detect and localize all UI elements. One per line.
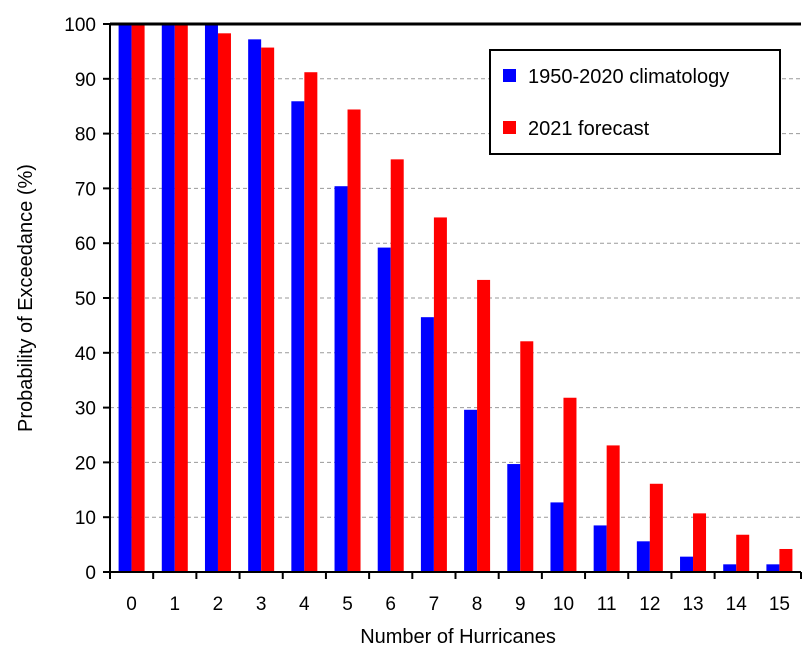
- y-tick-label: 100: [64, 15, 96, 36]
- legend-swatch-forecast: [503, 121, 516, 134]
- bar-climatology-6: [377, 247, 391, 573]
- bar-climatology-15: [766, 564, 780, 572]
- bar-forecast-4: [304, 72, 318, 572]
- bar-climatology-5: [334, 186, 348, 572]
- x-tick-label: 10: [553, 594, 574, 615]
- bar-forecast-10: [563, 397, 577, 572]
- bar-forecast-9: [520, 341, 534, 572]
- legend-label-forecast: 2021 forecast: [528, 118, 650, 140]
- bar-climatology-0: [118, 24, 132, 572]
- y-tick-label: 10: [75, 508, 96, 529]
- x-tick-label: 1: [169, 594, 180, 615]
- bar-forecast-12: [649, 483, 663, 572]
- bar-forecast-14: [736, 534, 750, 572]
- y-tick-label: 30: [75, 399, 96, 420]
- y-axis-label: Probability of Exceedance (%): [15, 164, 37, 432]
- bar-forecast-3: [261, 47, 275, 572]
- bar-climatology-13: [680, 556, 694, 572]
- bar-climatology-11: [593, 525, 607, 572]
- bar-climatology-7: [420, 317, 434, 572]
- x-tick-label: 14: [726, 594, 748, 615]
- x-tick-label: 0: [126, 594, 137, 615]
- bar-climatology-1: [161, 24, 175, 572]
- axes: [103, 22, 802, 579]
- legend-box: [489, 49, 781, 155]
- bar-forecast-0: [131, 24, 145, 572]
- bar-forecast-8: [477, 279, 491, 572]
- y-tick-label: 90: [75, 70, 96, 91]
- bar-forecast-15: [779, 548, 793, 572]
- y-tick-label: 40: [75, 344, 96, 365]
- bar-climatology-12: [636, 541, 650, 572]
- x-tick-label: 4: [299, 594, 310, 615]
- x-tick-label: 12: [639, 594, 660, 615]
- y-tick-label: 50: [75, 289, 96, 310]
- bar-climatology-4: [291, 101, 305, 572]
- bar-climatology-9: [507, 464, 521, 572]
- y-tick-label: 70: [75, 179, 96, 200]
- bar-climatology-3: [248, 39, 262, 573]
- bar-forecast-6: [390, 159, 404, 572]
- y-tick-label: 20: [75, 453, 96, 474]
- x-tick-label: 6: [385, 594, 396, 615]
- y-tick-label: 80: [75, 125, 96, 146]
- bar-forecast-11: [606, 445, 620, 572]
- x-tick-label: 2: [213, 594, 224, 615]
- bars: [118, 24, 793, 573]
- legend-label-climatology: 1950-2020 climatology: [528, 66, 729, 88]
- x-tick-label: 13: [682, 594, 703, 615]
- bar-climatology-2: [204, 24, 218, 572]
- x-tick-label: 11: [597, 594, 617, 615]
- bar-climatology-14: [723, 564, 737, 572]
- y-tick-label: 60: [75, 234, 96, 255]
- bar-climatology-8: [464, 409, 478, 572]
- bar-forecast-5: [347, 109, 361, 572]
- x-tick-label: 3: [256, 594, 267, 615]
- legend-swatch-climatology: [503, 69, 516, 82]
- x-tick-label: 9: [515, 594, 526, 615]
- x-tick-label: 5: [342, 594, 353, 615]
- x-tick-label: 15: [769, 594, 790, 615]
- x-tick-label: 7: [429, 594, 440, 615]
- y-tick-label: 0: [85, 563, 96, 584]
- bar-forecast-7: [433, 217, 447, 572]
- legend: 1950-2020 climatology 2021 forecast: [489, 49, 781, 155]
- x-tick-label: 8: [472, 594, 483, 615]
- bar-forecast-13: [693, 513, 707, 572]
- x-axis-label: Number of Hurricanes: [360, 626, 556, 648]
- bar-forecast-1: [174, 24, 188, 572]
- bar-climatology-10: [550, 502, 564, 572]
- bar-forecast-2: [217, 33, 231, 573]
